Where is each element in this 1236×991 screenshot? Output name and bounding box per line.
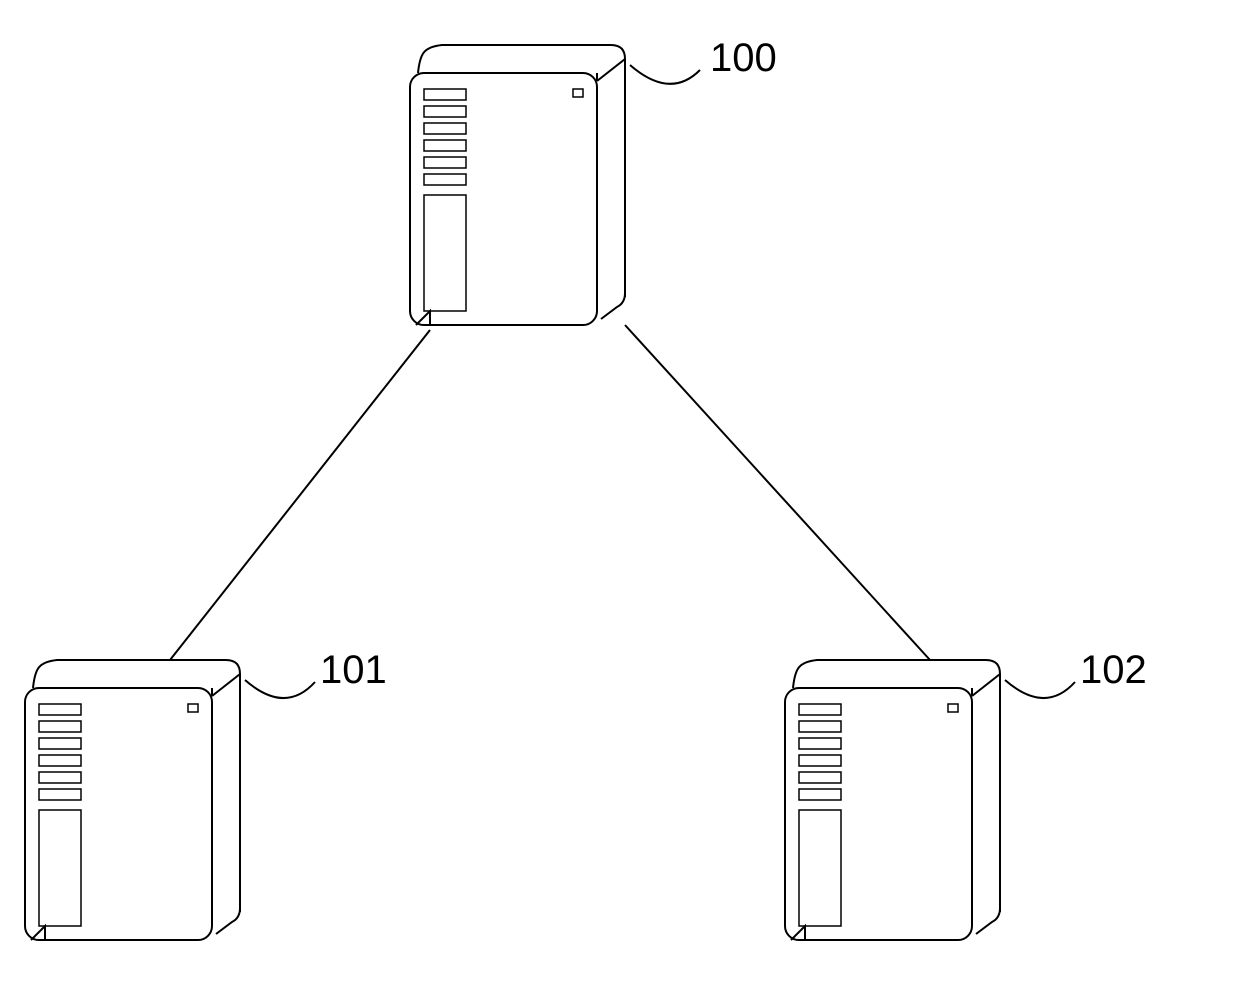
edges-group bbox=[170, 325, 930, 660]
leader-line bbox=[1005, 680, 1075, 698]
nodes-group bbox=[25, 45, 1000, 940]
server-node-102 bbox=[785, 660, 1000, 940]
diagram-canvas: 100 101 102 bbox=[0, 0, 1236, 991]
server-node-101 bbox=[25, 660, 240, 940]
label-100: 100 bbox=[710, 36, 777, 81]
leader-lines-group bbox=[245, 65, 1075, 698]
edge-line bbox=[625, 325, 930, 660]
diagram-svg bbox=[0, 0, 1236, 991]
leader-line bbox=[630, 65, 700, 84]
label-101: 101 bbox=[320, 648, 387, 693]
server-node-100 bbox=[410, 45, 625, 325]
leader-line bbox=[245, 680, 315, 698]
edge-line bbox=[170, 330, 430, 660]
label-102: 102 bbox=[1080, 648, 1147, 693]
